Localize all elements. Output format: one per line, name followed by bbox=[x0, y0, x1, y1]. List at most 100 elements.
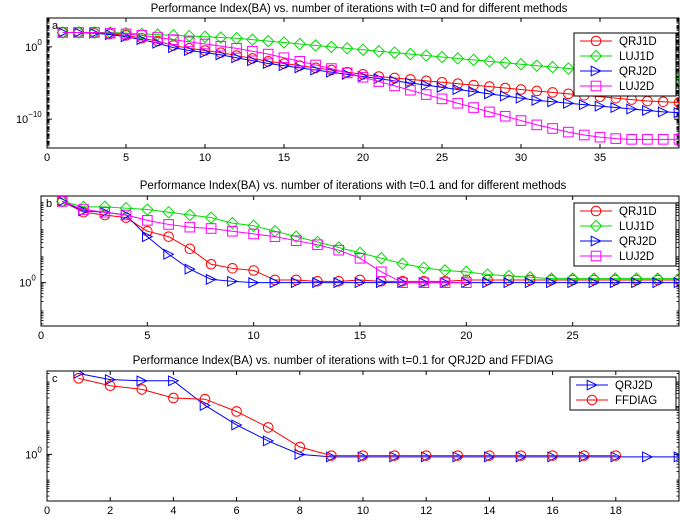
legend-marker-qrj2d bbox=[590, 65, 602, 77]
x-tick-label: 30 bbox=[515, 152, 527, 164]
data-point-qrj2d bbox=[631, 277, 643, 289]
data-point-qrj2d bbox=[436, 81, 448, 93]
legend-marker-luj1d bbox=[589, 49, 603, 63]
data-point-qrj2d bbox=[312, 277, 324, 289]
data-point-ffdiag bbox=[231, 406, 242, 417]
data-point-ffdiag bbox=[578, 450, 590, 461]
data-point-luj2d bbox=[290, 235, 302, 246]
data-point-luj2d bbox=[375, 266, 387, 278]
data-point-luj1d bbox=[162, 205, 175, 219]
y-tick-exponent: 0 bbox=[31, 274, 36, 283]
legend: QRJ1D LUJ1D QRJ2D LUJ2D bbox=[573, 32, 677, 97]
data-point-qrj2d bbox=[626, 103, 638, 115]
data-point-qrj2d bbox=[227, 275, 239, 287]
data-point-luj1d bbox=[293, 37, 307, 51]
legend-label-luj1d: LUJ1D bbox=[619, 51, 654, 63]
chart-panel-a: Performance Index(BA) vs. number of iter… bbox=[16, 3, 680, 164]
data-point-qrj2d bbox=[269, 277, 281, 289]
data-point-qrj2d bbox=[531, 94, 543, 106]
legend-label-qrj2d: QRJ2D bbox=[619, 236, 657, 248]
legend-label-ffdiag: FFDIAG bbox=[615, 395, 657, 407]
data-point-qrj1d bbox=[563, 88, 574, 100]
data-point-luj1d bbox=[417, 261, 431, 275]
data-point-luj1d bbox=[514, 57, 528, 71]
y-tick-exponent: 0 bbox=[37, 38, 42, 47]
data-point-qrj2d bbox=[294, 62, 306, 74]
data-point-qrj1d bbox=[657, 96, 669, 108]
data-point-qrj2d bbox=[420, 79, 433, 91]
data-point-luj1d bbox=[56, 26, 70, 39]
data-point-luj1d bbox=[289, 230, 303, 243]
data-point-qrj2d bbox=[184, 263, 196, 275]
data-point-qrj2d bbox=[231, 419, 243, 431]
data-point-qrj2d bbox=[610, 101, 622, 114]
data-point-qrj1d bbox=[227, 263, 238, 274]
data-point-luj2d bbox=[78, 204, 89, 215]
data-point-ffdiag bbox=[199, 393, 211, 405]
data-point-luj2d bbox=[420, 89, 432, 100]
chart-title-c: Performance Index(BA) vs. number of iter… bbox=[133, 355, 554, 367]
data-point-luj2d bbox=[56, 196, 68, 207]
data-point-qrj2d bbox=[567, 277, 579, 289]
data-point-luj2d bbox=[168, 34, 179, 45]
data-point-qrj2d bbox=[215, 49, 227, 61]
data-point-qrj2d bbox=[594, 100, 606, 112]
data-point-luj1d bbox=[309, 39, 322, 52]
x-tick-label: 6 bbox=[234, 505, 240, 517]
data-point-qrj2d bbox=[503, 277, 515, 289]
x-tick-label: 5 bbox=[144, 330, 150, 342]
data-point-luj2d bbox=[373, 76, 385, 87]
x-tick-label: 5 bbox=[123, 152, 129, 164]
data-point-luj2d bbox=[247, 45, 258, 57]
data-point-ffdiag bbox=[326, 450, 337, 461]
data-point-ffdiag bbox=[136, 384, 148, 395]
data-point-ffdiag bbox=[168, 392, 179, 404]
data-point-ffdiag bbox=[262, 422, 274, 433]
data-point-luj2d bbox=[405, 84, 416, 96]
legend-marker-qrj1d bbox=[590, 205, 602, 217]
chart-panel-b: Performance Index(BA) vs. number of iter… bbox=[19, 180, 680, 342]
data-point-luj2d bbox=[278, 52, 290, 64]
data-point-luj2d bbox=[152, 32, 163, 43]
data-point-luj1d bbox=[396, 257, 409, 271]
data-point-luj2d bbox=[563, 126, 574, 138]
legend-marker-qrj2d bbox=[590, 235, 602, 247]
data-point-luj1d bbox=[214, 31, 228, 44]
data-point-ffdiag bbox=[104, 380, 116, 392]
data-point-luj2d bbox=[673, 134, 679, 145]
chart-title-a: Performance Index(BA) vs. number of iter… bbox=[151, 3, 568, 15]
series-line-ffdiag bbox=[78, 377, 616, 457]
x-tick-label: 0 bbox=[44, 152, 50, 164]
x-tick-label: 4 bbox=[170, 505, 176, 517]
data-point-luj2d bbox=[531, 119, 543, 131]
x-tick-label: 18 bbox=[610, 505, 622, 517]
x-tick-label: 14 bbox=[483, 505, 495, 517]
data-point-qrj2d bbox=[168, 42, 180, 54]
data-point-luj2d bbox=[227, 225, 238, 237]
data-point-qrj2d bbox=[642, 451, 654, 463]
data-point-qrj2d bbox=[673, 107, 679, 119]
data-point-qrj2d bbox=[482, 277, 494, 289]
data-point-luj1d bbox=[183, 208, 197, 222]
data-point-ffdiag bbox=[484, 450, 495, 461]
data-point-qrj2d bbox=[104, 373, 117, 386]
data-point-luj2d bbox=[184, 221, 196, 233]
legend: QRJ2D FFDIAG bbox=[569, 376, 677, 411]
data-point-qrj2d bbox=[375, 277, 388, 289]
panel-label: c bbox=[52, 373, 58, 385]
data-point-luj2d bbox=[142, 215, 153, 226]
data-point-luj2d bbox=[104, 27, 116, 39]
data-point-qrj1d bbox=[499, 82, 511, 94]
legend-label-luj1d: LUJ1D bbox=[619, 221, 654, 233]
x-tick-label: 12 bbox=[420, 505, 432, 517]
data-point-luj1d bbox=[374, 251, 388, 265]
data-point-luj1d bbox=[672, 272, 679, 285]
data-point-luj2d bbox=[657, 134, 669, 145]
data-point-qrj2d bbox=[354, 277, 366, 289]
chart-title-b: Performance Index(BA) vs. number of iter… bbox=[140, 180, 567, 192]
data-point-luj1d bbox=[530, 59, 544, 72]
legend-marker-luj2d bbox=[590, 250, 602, 262]
panel-label: a bbox=[52, 20, 59, 32]
legend-label-qrj2d: QRJ2D bbox=[615, 380, 653, 392]
